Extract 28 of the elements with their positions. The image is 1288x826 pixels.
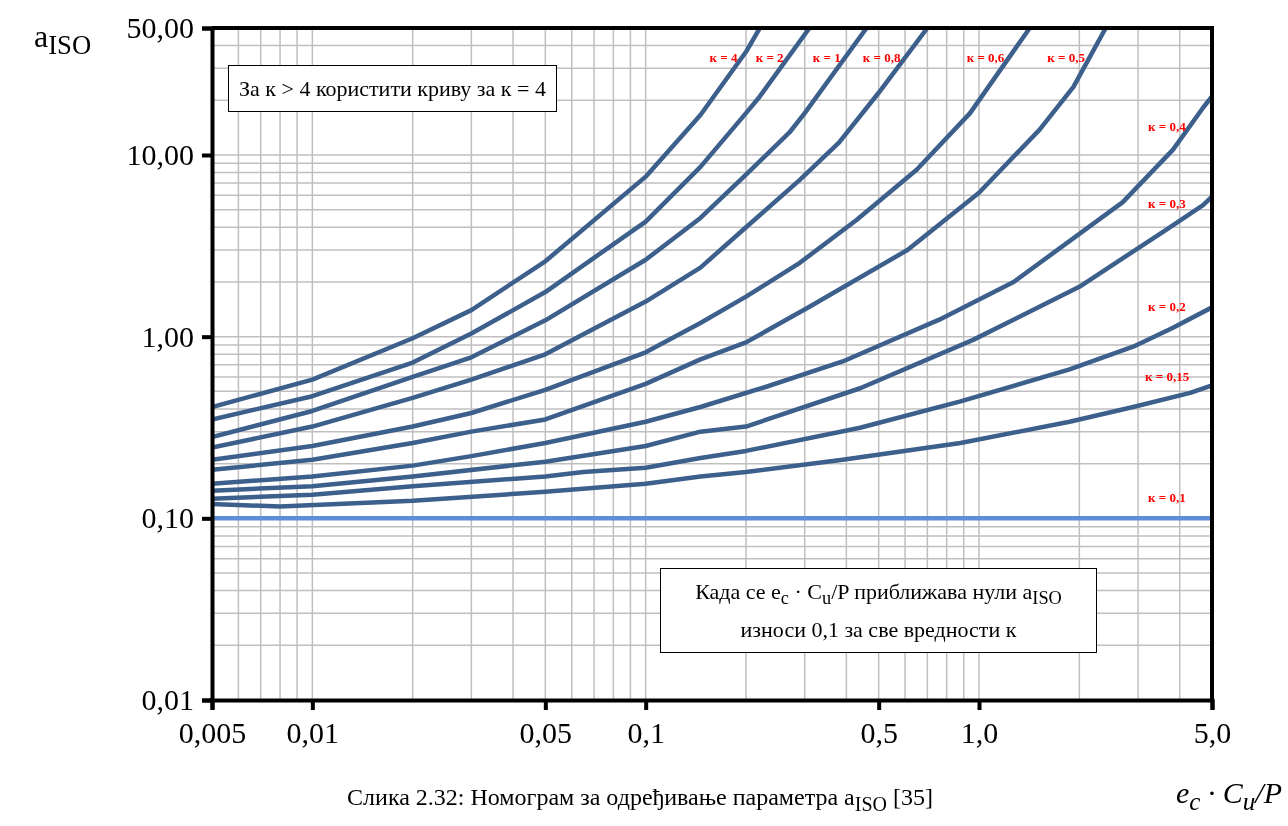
x-tick-label: 0,1 [627,716,665,750]
series-label: к = 0,1 [1148,490,1186,507]
series-label: к = 0,4 [1148,118,1186,135]
x-tick-label: 0,01 [286,716,340,750]
y-tick-label: 10,00 [126,138,194,172]
series-label: к = 0,2 [1148,298,1186,315]
x-tick-label: 0,005 [178,716,247,750]
series-label: к = 0,8 [862,50,901,66]
y-tick-label: 1,00 [141,319,194,353]
series-label: к = 1 [812,50,841,66]
series-label: к = 0,3 [1148,195,1186,212]
x-tick-label: 0,5 [860,716,898,750]
annotation: За к > 4 користити криву за к = 4 [228,65,557,112]
series-label: к = 0,15 [1145,368,1190,385]
series-label: к = 4 [709,50,738,66]
y-axis-title: a$_{ISO}$ [34,18,92,62]
y-tick-label: 0,01 [141,683,194,717]
series-label: к = 2 [755,50,784,66]
y-tick-label: 0,10 [141,501,194,535]
text: Слика 2.32: Номограм за одређивање параметра a$_{ISO}$ [35] [347,784,933,816]
x-tick-label: 0,05 [519,716,573,750]
annotation: Када се e$_{c}$ · C$_{u}$/P приближава нули a$_{ISO}$ износи 0,1 за све вредности к [660,568,1097,653]
series-label: к = 0,5 [1047,50,1085,66]
series-label: к = 0,6 [966,50,1005,66]
x-tick-label: 5,0 [1193,716,1232,750]
x-axis-title: e$_{c}$ · C$_{u}$/P [1175,776,1282,816]
x-tick-label: 1,0 [960,716,999,750]
y-tick-label: 50,00 [126,11,194,45]
